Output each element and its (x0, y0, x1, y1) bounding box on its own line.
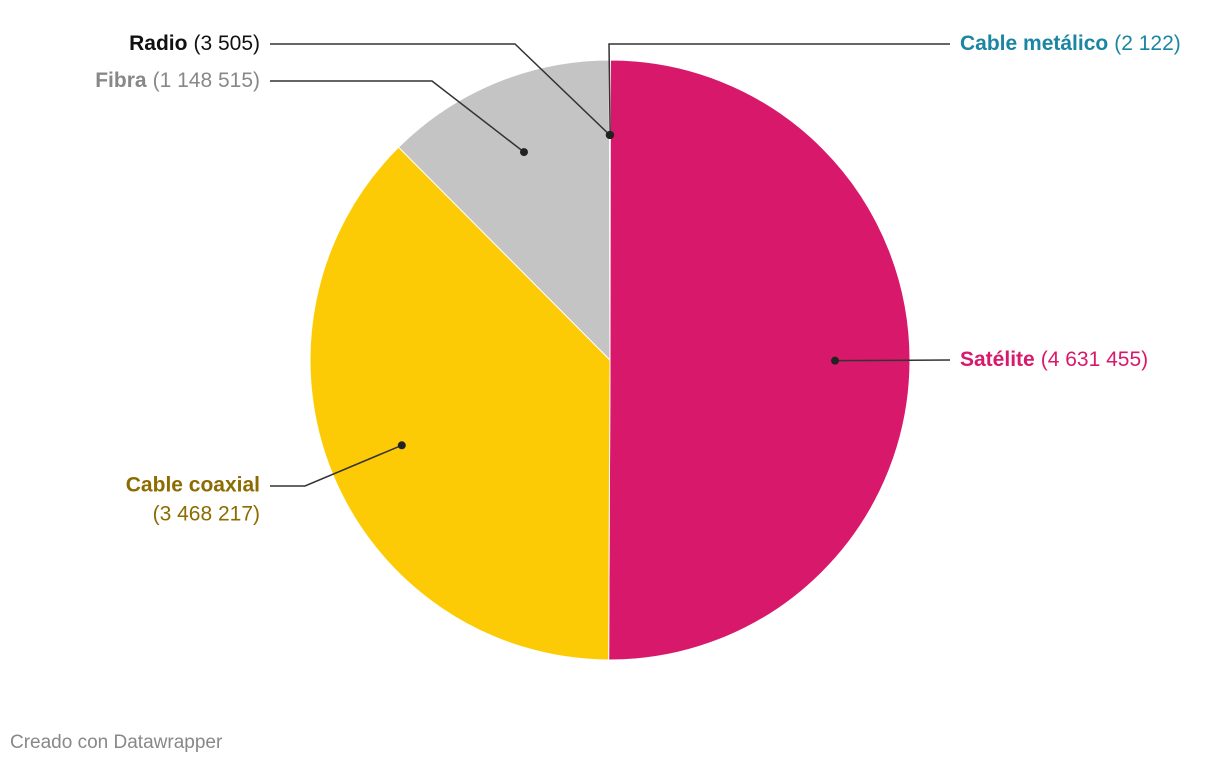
slice-label: Cable metálico (2 122) (960, 32, 1181, 55)
pie (309, 59, 911, 661)
slice (397, 59, 611, 362)
leader-dot (830, 356, 839, 365)
leader-dot (397, 441, 406, 450)
slice-label: Cable coaxial (126, 474, 260, 497)
value-label: (4 631 455) (1041, 348, 1148, 371)
leader-line (270, 80, 525, 153)
leader-line (834, 359, 951, 362)
category-label: Fibra (95, 69, 147, 92)
leader-line (270, 43, 611, 136)
credit: Creado con Datawrapper (10, 732, 223, 753)
leader-dot (605, 131, 614, 140)
slice-label: Fibra (1 148 515) (95, 69, 260, 92)
leader-line (608, 43, 950, 136)
value-label: (2 122) (1114, 32, 1181, 55)
slice-label: Radio (3 505) (129, 32, 260, 55)
slice-label: Satélite (4 631 455) (960, 348, 1148, 371)
value-label: (3 505) (193, 32, 260, 55)
value-label: (3 468 217) (153, 503, 260, 526)
category-label: Satélite (960, 348, 1035, 371)
leader-dot (519, 148, 528, 157)
value-label: (1 148 515) (153, 69, 260, 92)
leader-line (270, 444, 403, 487)
category-label: Radio (129, 32, 187, 55)
labels: Cable metálico (2 122) Satélite (4 631 455)… (95, 32, 1181, 526)
category-label: Cable metálico (960, 32, 1108, 55)
